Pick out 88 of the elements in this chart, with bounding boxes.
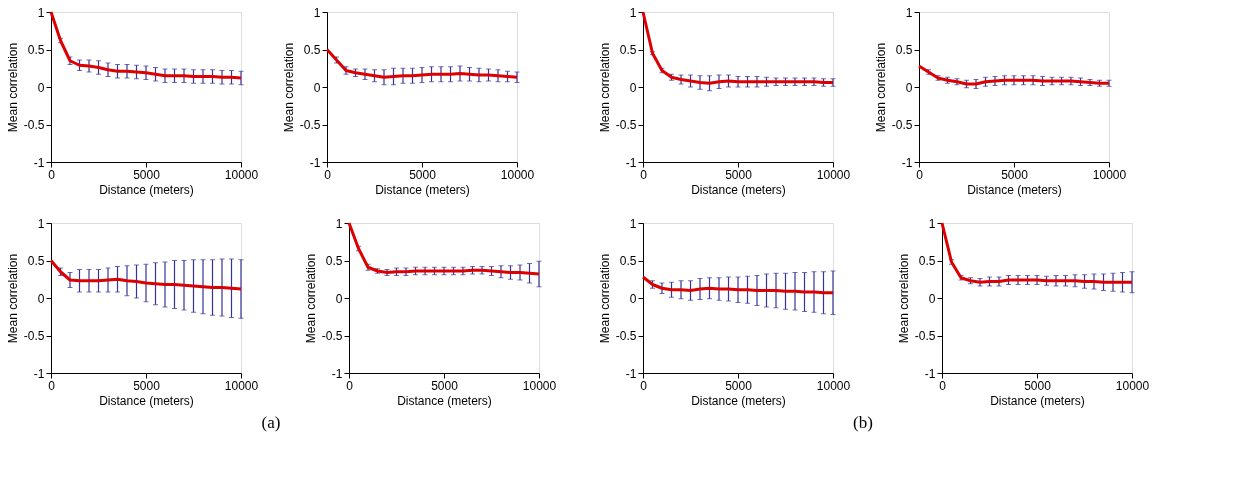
y-tick-label: -1 [901,155,913,170]
x-tick-label: 5000 [1024,378,1052,393]
y-tick-label: -0.5 [615,118,637,132]
line-series [347,221,541,276]
x-tick-label: 5000 [133,167,161,182]
y-axis-title: Mean correlation [5,42,20,133]
y-tick-label: 0.5 [895,43,913,57]
x-tick-label: 0 [346,378,354,393]
x-tick-label: 5000 [1001,167,1029,182]
y-tick-label: 0 [905,80,913,95]
x-tick-label: 5000 [431,378,459,393]
line-series [940,221,1134,284]
y-tick-label: -1 [924,366,936,381]
y-tick-label: 1 [905,5,913,20]
line-series [641,275,835,295]
y-axis-title: Mean correlation [896,253,911,344]
x-tick-label: 0 [939,378,947,393]
y-tick-label: 0 [313,80,321,95]
y-axis-title: Mean correlation [597,42,612,133]
x-tick-label: 0 [48,378,56,393]
y-tick-label: -0.5 [615,329,637,343]
x-axis-title: Distance (meters) [99,182,194,197]
y-axis-title: Mean correlation [5,253,20,344]
x-axis-title: Distance (meters) [967,182,1062,197]
y-tick-label: -0.5 [299,118,321,132]
y-tick-label: 1 [37,216,45,231]
y-tick-label: -1 [33,366,45,381]
line-series [325,48,519,79]
x-tick-label: 0 [640,378,648,393]
x-axis-title: Distance (meters) [375,182,470,197]
x-tick-label: 0 [640,167,648,182]
y-tick-label: 0 [928,291,936,306]
y-tick-label: -0.5 [23,118,45,132]
x-axis-title: Distance (meters) [99,393,194,408]
x-tick-label: 10000 [1092,167,1127,182]
x-tick-label: 0 [48,167,56,182]
x-tick-label: 5000 [133,378,161,393]
y-tick-label: 0.5 [27,43,45,57]
x-axis-title: Distance (meters) [691,182,786,197]
y-tick-label: 0.5 [27,254,45,268]
x-tick-label: 10000 [816,378,851,393]
y-tick-label: 0 [37,80,45,95]
y-tick-label: 0.5 [918,254,936,268]
line-series [641,10,835,85]
y-tick-label: 0.5 [619,43,637,57]
y-tick-label: 0 [629,291,637,306]
x-axis-title: Distance (meters) [397,393,492,408]
x-tick-label: 10000 [522,378,557,393]
y-tick-label: -1 [309,155,321,170]
x-axis-title: Distance (meters) [990,393,1085,408]
x-axis-title: Distance (meters) [691,393,786,408]
text: (b) [853,413,873,432]
line-series [917,64,1111,86]
x-tick-label: 5000 [409,167,437,182]
y-tick-label: 1 [928,216,936,231]
y-tick-label: 1 [313,5,321,20]
x-tick-label: 10000 [224,167,259,182]
text: (a) [261,413,281,432]
y-tick-label: -0.5 [321,329,343,343]
y-tick-label: -0.5 [891,118,913,132]
y-tick-label: 0.5 [325,254,343,268]
x-tick-label: 10000 [816,167,851,182]
x-tick-label: 10000 [224,378,259,393]
y-tick-label: 0.5 [303,43,321,57]
y-tick-label: -1 [33,155,45,170]
y-tick-label: -0.5 [914,329,936,343]
y-tick-label: -1 [625,155,637,170]
line-series [49,10,243,80]
x-tick-label: 10000 [1115,378,1150,393]
x-tick-label: 10000 [500,167,535,182]
y-tick-label: 1 [37,5,45,20]
y-axis-title: Mean correlation [303,253,318,344]
y-axis-title: Mean correlation [597,253,612,344]
y-tick-label: 1 [335,216,343,231]
x-tick-label: 5000 [725,378,753,393]
y-axis-title: Mean correlation [281,42,296,133]
y-tick-label: 0 [335,291,343,306]
y-tick-label: 0 [37,291,45,306]
y-tick-label: 1 [629,216,637,231]
y-tick-label: -1 [625,366,637,381]
y-axis-title: Mean correlation [873,42,888,133]
y-tick-label: -1 [331,366,343,381]
y-tick-label: -0.5 [23,329,45,343]
line-series [49,259,243,291]
y-tick-label: 0.5 [619,254,637,268]
x-tick-label: 5000 [725,167,753,182]
y-tick-label: 0 [629,80,637,95]
y-tick-label: 1 [629,5,637,20]
